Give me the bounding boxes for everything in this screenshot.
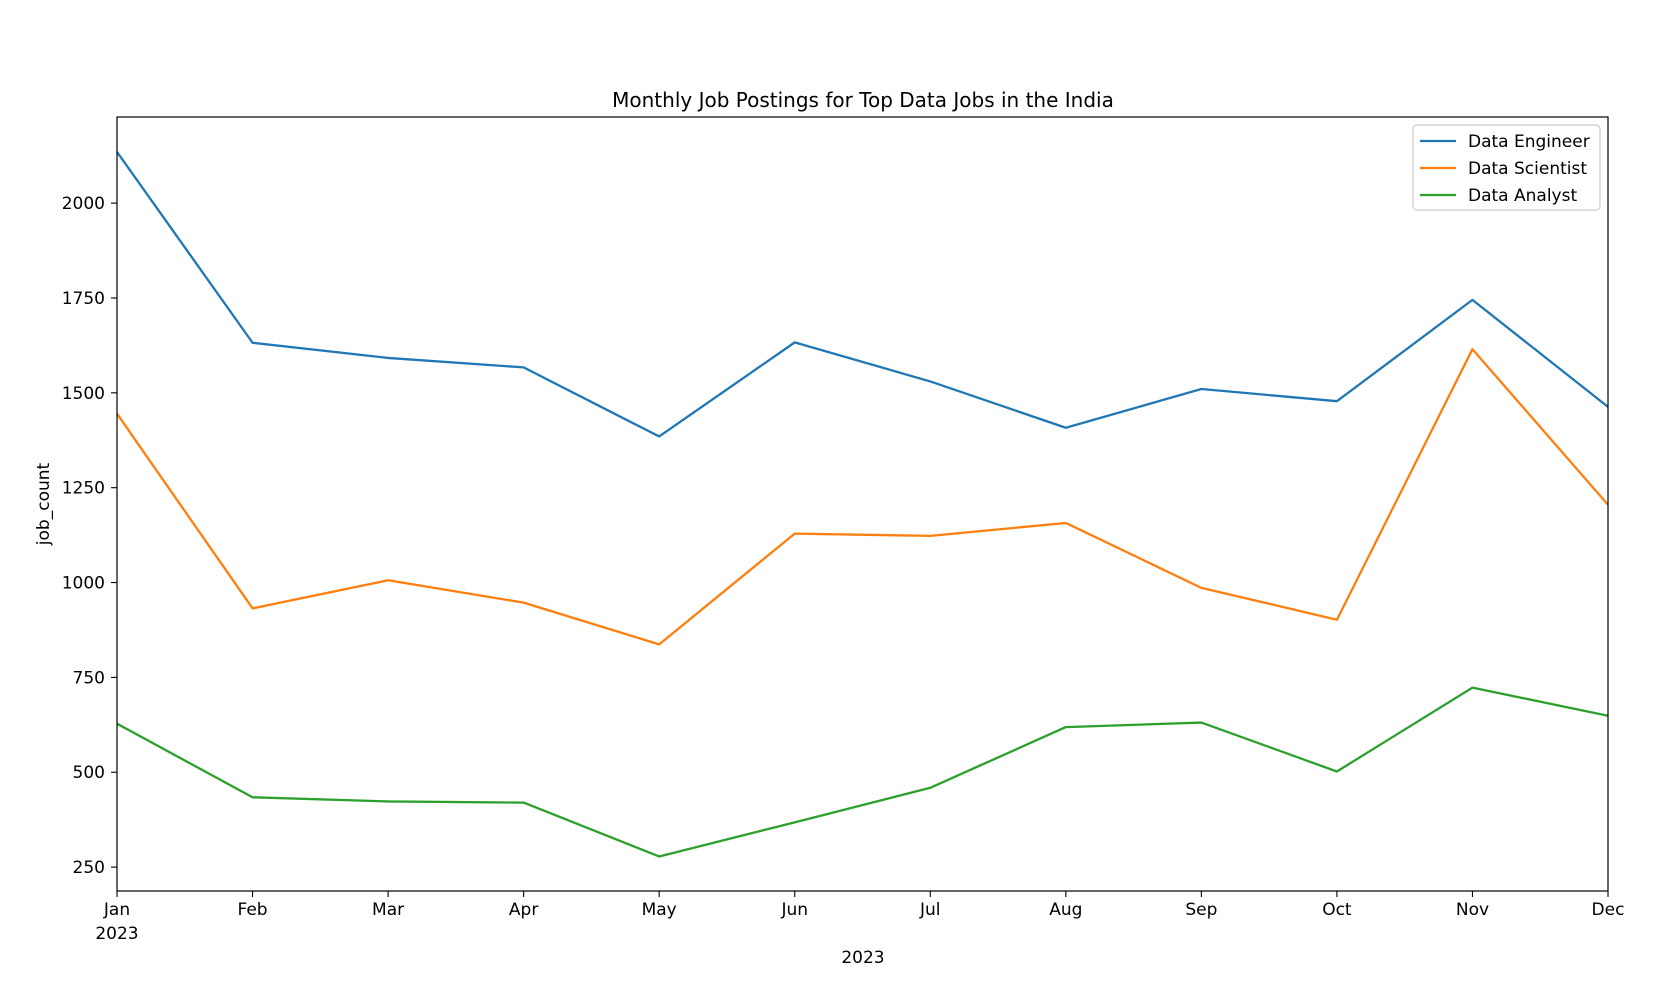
legend-box [1412, 124, 1601, 211]
axes-frame [116, 116, 1609, 892]
x-tick-label: Jul [919, 900, 941, 920]
series-line-data-engineer [116, 151, 1609, 438]
series-line-data-scientist [116, 348, 1609, 646]
y-axis-label: job_count [34, 462, 54, 546]
x-tick-sublabel: 2023 [95, 924, 138, 944]
series-line-data-analyst [116, 686, 1609, 858]
y-tick-label: 1750 [62, 289, 105, 309]
y-tick-label: 750 [73, 668, 105, 688]
x-tick-label: May [642, 900, 677, 920]
legend-label: Data Analyst [1468, 186, 1577, 206]
x-tick-label: Feb [237, 900, 267, 920]
x-tick-label: Sep [1185, 900, 1217, 920]
legend: Data Engineer Data Scientist Data Analyst [1412, 124, 1601, 211]
x-tick-label: Jun [780, 900, 808, 920]
plot-area: 250 500 750 1000 1250 1500 1750 2000 Jan Feb Mar Ap… [62, 116, 1625, 944]
x-tick-label: Aug [1049, 900, 1082, 920]
y-tick-label: 2000 [62, 194, 105, 214]
x-tick-label: Jan [103, 900, 130, 920]
x-tick-label: Dec [1592, 900, 1625, 920]
y-tick-label: 1250 [62, 479, 105, 499]
y-tick-label: 1500 [62, 384, 105, 404]
y-tick-label: 250 [73, 858, 105, 878]
legend-label: Data Engineer [1468, 132, 1590, 152]
legend-label: Data Scientist [1468, 159, 1587, 179]
x-tick-label: Nov [1456, 900, 1489, 920]
x-axis-label: 2023 [841, 948, 884, 968]
chart-title: Monthly Job Postings for Top Data Jobs i… [612, 88, 1114, 112]
y-tick-label: 1000 [62, 574, 105, 594]
x-tick-label: Mar [372, 900, 404, 920]
y-tick-label: 500 [73, 763, 105, 783]
x-tick-label: Oct [1322, 900, 1352, 920]
x-tick-label: Apr [509, 900, 538, 920]
